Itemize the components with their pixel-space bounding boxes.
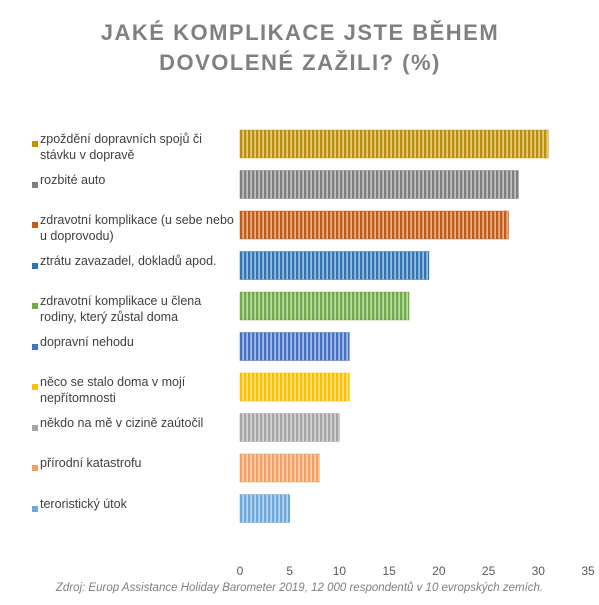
bar bbox=[239, 210, 509, 240]
bar bbox=[239, 251, 430, 280]
legend-swatch bbox=[32, 222, 38, 228]
y-tick-label: teroristický útok bbox=[40, 496, 127, 511]
y-tick-label: zdravotní komplikace (u sebe nebo u dopr… bbox=[40, 213, 234, 243]
x-tick-label: 10 bbox=[333, 564, 347, 578]
legend-swatch bbox=[32, 384, 38, 390]
source-note: Zdroj: Europ Assistance Holiday Baromete… bbox=[55, 582, 544, 594]
x-tick-label: 25 bbox=[482, 564, 496, 578]
legend-swatch bbox=[32, 465, 38, 471]
y-tick-label: ztrátu zavazadel, dokladů apod. bbox=[40, 253, 217, 268]
x-tick-label: 30 bbox=[532, 564, 546, 578]
y-tick-label: dopravní nehodu bbox=[40, 334, 134, 349]
x-tick-label: 20 bbox=[432, 564, 446, 578]
legend-swatch bbox=[32, 262, 38, 269]
legend-swatch bbox=[32, 343, 38, 350]
y-tick-label: něco se stalo doma v mojí nepřítomnosti bbox=[40, 375, 186, 405]
y-tick-label: někdo na mě v cizině zaútočil bbox=[40, 415, 204, 430]
bar bbox=[239, 413, 340, 442]
y-tick-label: přírodní katastrofu bbox=[40, 456, 142, 470]
y-tick-label: zpoždění dopravních spojů či stávku v do… bbox=[40, 132, 202, 162]
bar bbox=[239, 453, 320, 483]
bar bbox=[239, 170, 519, 199]
bar bbox=[239, 291, 410, 321]
legend-swatch bbox=[32, 303, 38, 309]
bar bbox=[239, 372, 350, 402]
x-tick-label: 0 bbox=[237, 564, 244, 578]
bar bbox=[239, 129, 549, 159]
legend-swatch bbox=[32, 505, 38, 512]
bar bbox=[239, 494, 290, 523]
legend-swatch bbox=[32, 141, 38, 147]
y-tick-label: rozbité auto bbox=[40, 172, 106, 187]
x-tick-label: 35 bbox=[581, 564, 595, 578]
bar bbox=[239, 332, 350, 361]
y-tick-label: zdravotní komplikace u člena rodiny, kte… bbox=[40, 294, 202, 324]
x-tick-label: 15 bbox=[382, 564, 396, 578]
legend-swatch bbox=[32, 181, 38, 188]
chart-title: JAKÉ KOMPLIKACE JSTE BĚHEM DOVOLENÉ ZAŽI… bbox=[100, 20, 500, 75]
x-tick-label: 5 bbox=[286, 564, 293, 578]
legend-swatch bbox=[32, 424, 38, 431]
